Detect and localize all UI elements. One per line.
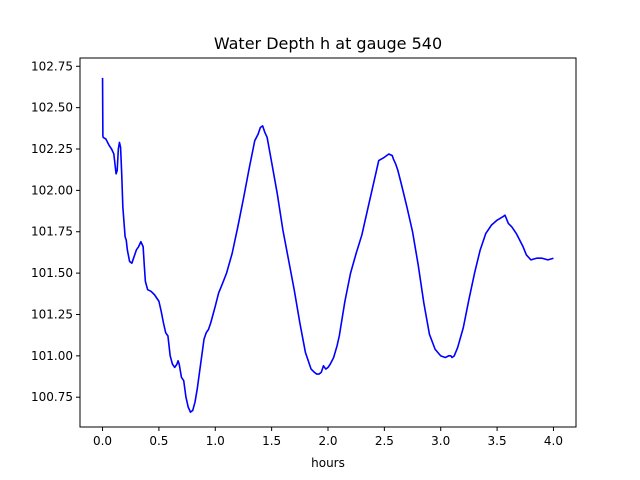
plot-area [101,77,554,413]
chart-title: Water Depth h at gauge 540 [214,34,442,53]
y-tick-label: 101.00 [31,349,73,363]
x-tick-label: 0.5 [149,434,168,448]
y-tick-label: 100.75 [31,390,73,404]
x-tick-label: 2.0 [318,434,337,448]
x-tick-label: 4.0 [544,434,563,448]
x-tick-label: 3.0 [431,434,450,448]
plot-frame [79,57,577,428]
series-line-0 [101,77,554,413]
y-tick-label: 102.50 [31,101,73,115]
y-tick-label: 101.50 [31,266,73,280]
x-axis-label: hours [311,456,345,470]
x-tick-label: 1.0 [206,434,225,448]
x-axis: 0.0 0.5 1.0 1.5 2.0 2.5 3.0 3.5 4.0 [93,427,563,448]
x-tick-label: 3.5 [488,434,507,448]
y-tick-label: 101.25 [31,307,73,321]
x-tick-label: 0.0 [93,434,112,448]
x-tick-label: 2.5 [375,434,394,448]
y-tick-label: 101.75 [31,225,73,239]
y-tick-label: 102.75 [31,59,73,73]
y-tick-label: 102.25 [31,142,73,156]
y-axis: 100.75 101.00 101.25 101.50 101.75 102.00 102.… [31,59,80,404]
x-tick-label: 1.5 [262,434,281,448]
y-tick-label: 102.00 [31,183,73,197]
